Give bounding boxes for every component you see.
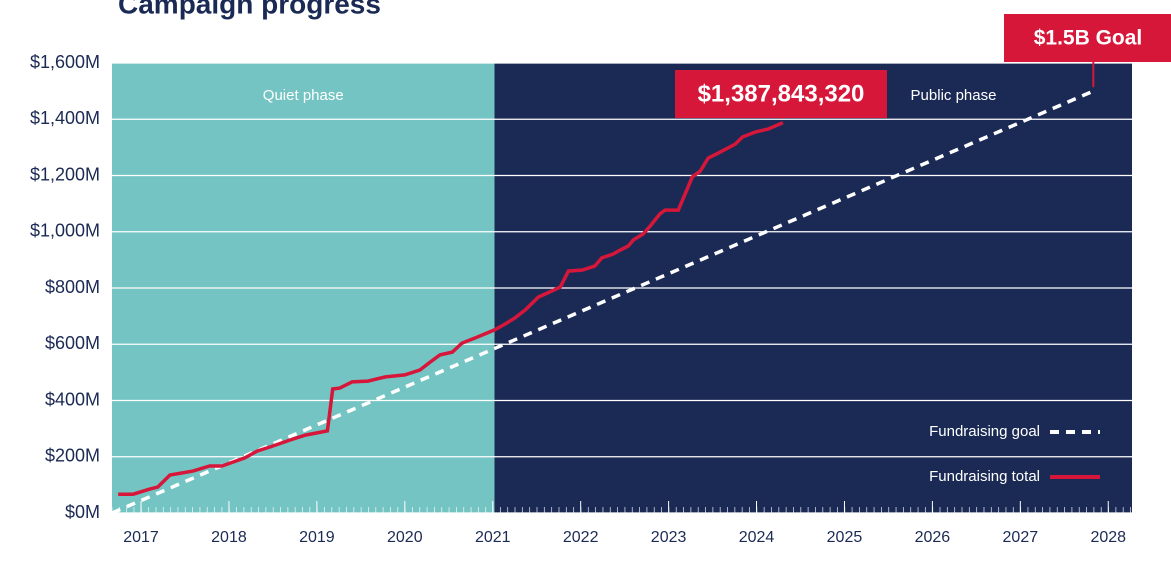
y-tick-label: $1,200M [30,164,100,184]
y-tick-label: $1,000M [30,221,100,241]
y-tick-label: $400M [45,389,100,409]
y-tick-label: $0M [65,502,100,522]
x-tick-label: 2021 [475,529,511,546]
data-line [118,121,784,496]
legend-label: Fundraising total [929,468,1040,485]
x-tick-label: 2027 [1003,529,1039,546]
annotation-box [675,70,887,118]
phase-label: Quiet phase [263,87,344,104]
annotation-label: $1.5B Goal [1034,27,1143,50]
y-tick-label: $600M [45,333,100,353]
x-tick-label: 2024 [739,529,775,546]
y-tick-label: $800M [45,277,100,297]
phase-label: Public phase [911,87,997,104]
annotation-box [1004,14,1171,62]
x-tick-label: 2020 [387,529,423,546]
x-tick-label: 2017 [123,529,159,546]
x-tick-label: 2022 [563,529,599,546]
x-tick-label: 2019 [299,529,335,546]
x-tick-label: 2026 [915,529,951,546]
y-tick-label: $200M [45,446,100,466]
data-line [111,89,1094,515]
chart-title: Campaign progress [118,0,381,19]
y-tick-label: $1,400M [30,108,100,128]
legend-label: Fundraising goal [929,423,1040,440]
x-tick-label: 2023 [651,529,687,546]
annotation-label: $1,387,843,320 [698,80,865,107]
x-tick-label: 2018 [211,529,247,546]
x-tick-label: 2028 [1090,529,1126,546]
x-tick-label: 2025 [827,529,863,546]
y-tick-label: $1,600M [30,52,100,72]
